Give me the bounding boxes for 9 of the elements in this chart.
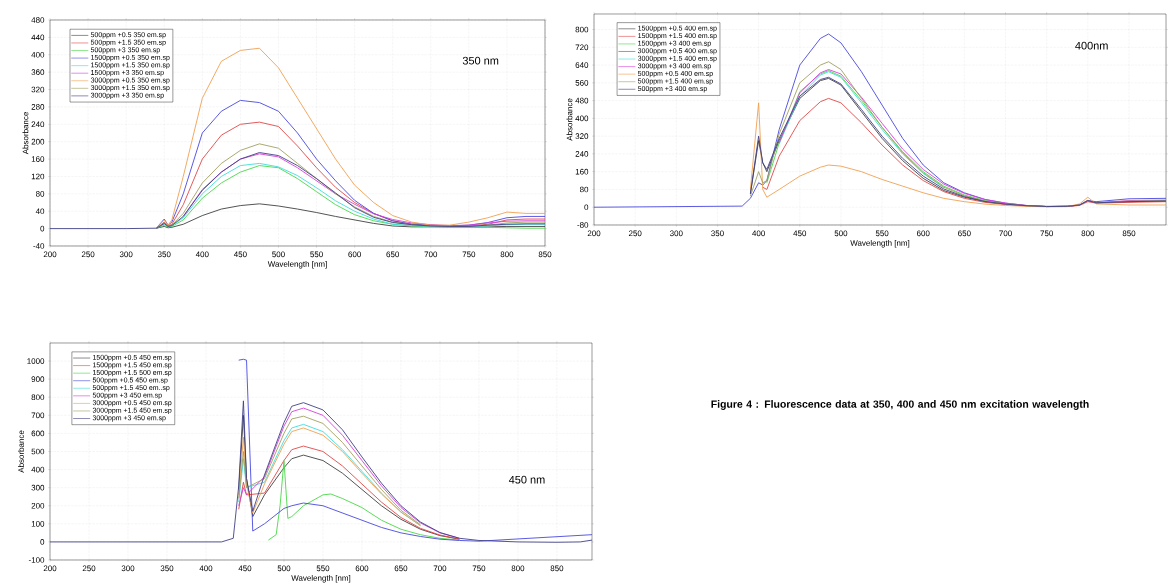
line-series: [267, 460, 460, 541]
caption: Figure 4 : Fluorescence data at 350, 400 and 450 nm excitation wavelength: [711, 400, 1089, 411]
line-series: [778, 71, 945, 189]
line-series: [238, 445, 460, 540]
annotation: 400nm: [1075, 41, 1108, 50]
line-series: [50, 152, 546, 230]
annotation: 350 nm: [462, 56, 499, 65]
annotation: 450 nm: [508, 475, 545, 484]
line-series: [50, 400, 593, 543]
